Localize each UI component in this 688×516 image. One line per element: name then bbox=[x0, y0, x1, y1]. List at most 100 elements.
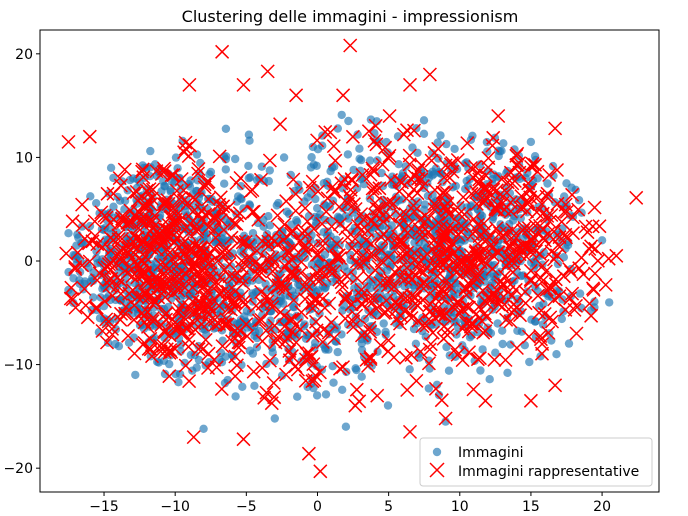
point-immagini bbox=[257, 162, 266, 171]
point-rappresentativa bbox=[228, 369, 243, 384]
point-immagini bbox=[160, 181, 169, 191]
point-rappresentativa bbox=[319, 204, 334, 219]
point-rappresentativa bbox=[367, 133, 382, 148]
point-rappresentativa bbox=[379, 196, 394, 211]
point-immagini bbox=[428, 167, 437, 176]
point-rappresentativa bbox=[541, 325, 556, 340]
point-rappresentativa bbox=[310, 184, 326, 199]
point-immagini bbox=[92, 199, 101, 208]
point-rappresentativa bbox=[140, 276, 156, 291]
point-immagini bbox=[419, 116, 429, 125]
point-immagini bbox=[160, 333, 169, 343]
point-rappresentativa bbox=[450, 152, 465, 168]
point-rappresentativa bbox=[592, 219, 607, 234]
point-immagini bbox=[131, 370, 140, 380]
point-rappresentativa bbox=[295, 225, 310, 241]
legend-label-rappresentative: Immagini rappresentative bbox=[458, 464, 639, 480]
point-rappresentativa bbox=[410, 186, 425, 201]
point-immagini bbox=[333, 347, 342, 357]
point-rappresentativa bbox=[534, 274, 549, 289]
point-rappresentativa bbox=[469, 250, 484, 265]
point-immagini bbox=[236, 194, 245, 203]
point-immagini bbox=[248, 349, 258, 358]
legend-marker-rappresentative bbox=[429, 462, 445, 478]
point-rappresentativa bbox=[478, 183, 493, 198]
point-rappresentativa bbox=[509, 300, 525, 315]
legend: Immagini Immagini rappresentative bbox=[419, 437, 653, 487]
point-immagini bbox=[337, 110, 346, 120]
point-rappresentativa bbox=[224, 230, 239, 245]
point-rappresentativa bbox=[228, 349, 243, 364]
point-rappresentativa bbox=[265, 264, 280, 279]
point-rappresentativa bbox=[255, 234, 270, 249]
point-immagini bbox=[405, 365, 414, 374]
point-rappresentativa bbox=[601, 251, 616, 266]
point-rappresentativa bbox=[126, 312, 141, 327]
point-rappresentativa bbox=[297, 224, 312, 239]
point-rappresentativa bbox=[294, 305, 309, 320]
point-rappresentativa bbox=[369, 301, 384, 316]
point-rappresentativa bbox=[122, 286, 137, 301]
point-rappresentativa bbox=[134, 263, 149, 278]
point-rappresentativa bbox=[241, 238, 256, 253]
point-rappresentativa bbox=[201, 192, 216, 207]
point-rappresentativa bbox=[272, 222, 287, 237]
point-rappresentativa bbox=[164, 251, 179, 266]
point-rappresentativa bbox=[143, 295, 159, 310]
point-immagini bbox=[221, 165, 230, 174]
point-rappresentativa bbox=[472, 229, 487, 244]
point-rappresentativa bbox=[629, 190, 644, 205]
point-rappresentativa bbox=[63, 291, 78, 306]
point-rappresentativa bbox=[549, 162, 565, 178]
point-immagini bbox=[518, 224, 527, 233]
point-rappresentativa bbox=[411, 163, 426, 178]
point-immagini bbox=[295, 280, 305, 290]
point-rappresentativa bbox=[569, 326, 584, 341]
point-rappresentativa bbox=[323, 125, 338, 140]
point-rappresentativa bbox=[97, 294, 112, 309]
point-rappresentativa bbox=[425, 325, 440, 340]
point-rappresentativa bbox=[381, 344, 396, 359]
point-rappresentativa bbox=[249, 243, 265, 258]
point-rappresentativa bbox=[75, 217, 90, 233]
point-rappresentativa bbox=[361, 124, 376, 139]
point-rappresentativa bbox=[585, 281, 601, 296]
point-rappresentativa bbox=[130, 241, 145, 256]
legend-label-immagini: Immagini bbox=[458, 445, 524, 461]
point-rappresentativa bbox=[609, 248, 624, 263]
point-immagini bbox=[478, 345, 487, 354]
point-immagini bbox=[491, 348, 500, 357]
point-rappresentativa bbox=[449, 265, 464, 280]
point-rappresentativa bbox=[546, 224, 561, 239]
point-rappresentativa bbox=[543, 310, 558, 325]
point-rappresentativa bbox=[113, 178, 128, 193]
point-rappresentativa bbox=[267, 255, 282, 270]
point-rappresentativa bbox=[68, 259, 83, 275]
point-immagini bbox=[525, 357, 534, 367]
point-rappresentativa bbox=[315, 334, 330, 350]
point-rappresentativa bbox=[432, 238, 447, 253]
x-tick-label: 10 bbox=[451, 499, 469, 515]
point-rappresentativa bbox=[354, 328, 370, 343]
point-rappresentativa bbox=[136, 309, 151, 324]
point-rappresentativa bbox=[200, 175, 215, 190]
point-rappresentativa bbox=[354, 282, 369, 297]
point-rappresentativa bbox=[351, 218, 366, 233]
point-rappresentativa bbox=[215, 44, 230, 59]
point-rappresentativa bbox=[129, 184, 144, 199]
point-rappresentativa bbox=[208, 317, 223, 332]
point-rappresentativa bbox=[523, 393, 538, 408]
point-rappresentativa bbox=[323, 258, 338, 273]
point-rappresentativa bbox=[430, 257, 445, 272]
point-immagini bbox=[286, 170, 295, 180]
point-immagini bbox=[279, 153, 289, 162]
point-rappresentativa bbox=[99, 210, 114, 225]
point-rappresentativa bbox=[140, 319, 156, 334]
y-axis: −20 −10 0 10 20 bbox=[3, 47, 40, 477]
point-immagini bbox=[485, 375, 494, 384]
point-rappresentativa bbox=[442, 279, 457, 294]
point-immagini bbox=[160, 369, 170, 379]
point-rappresentativa bbox=[191, 161, 206, 177]
point-immagini bbox=[312, 391, 322, 400]
point-immagini bbox=[433, 138, 442, 147]
